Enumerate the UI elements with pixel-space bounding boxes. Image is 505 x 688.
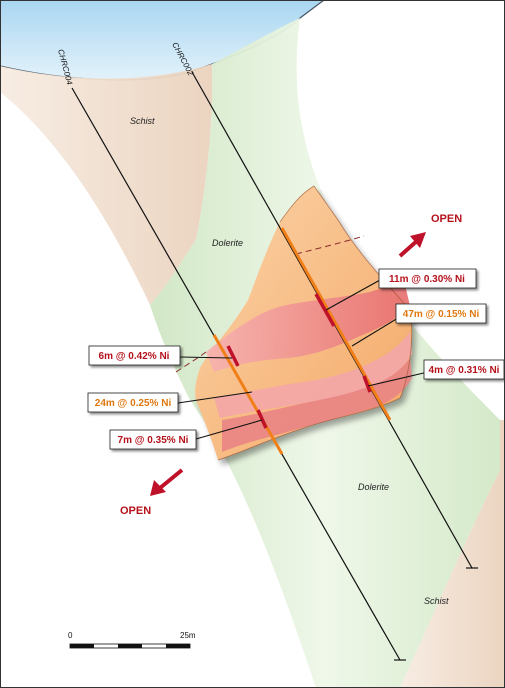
callout-text-7m: 7m @ 0.35% Ni — [118, 435, 189, 446]
callout-text-24m: 24m @ 0.25% Ni — [95, 398, 172, 409]
callout-text-6m: 6m @ 0.42% Ni — [99, 351, 170, 362]
callout-7m — [109, 429, 197, 450]
callout-text-47m: 47m @ 0.15% Ni — [403, 309, 480, 320]
callout-text-11m: 11m @ 0.30% Ni — [389, 274, 465, 285]
intercept-segment-11m — [314, 293, 336, 327]
open-arrow-upper — [398, 232, 426, 258]
open-label-lower: OPEN — [120, 505, 151, 517]
scale-bar — [69, 643, 191, 649]
callout-text-4m: 4m @ 0.31% Ni — [429, 365, 500, 376]
callout-24m — [87, 392, 179, 413]
intercept-segment-4m — [362, 375, 372, 393]
callout-11m — [378, 268, 477, 289]
lode-band-lower — [222, 358, 412, 452]
leader-lines — [177, 279, 429, 440]
rock-label-dolerite-upper: Dolerite — [212, 238, 243, 248]
callout-6m — [88, 345, 181, 366]
ni-zone-segment-chrc002 — [280, 227, 392, 421]
zone-outline — [217, 185, 413, 461]
lode-band-middle — [214, 332, 412, 418]
callout-47m — [395, 303, 487, 324]
scale-start-label: 0 — [68, 631, 73, 640]
intercept-segment-6m — [226, 345, 240, 367]
open-arrow-lower — [150, 468, 184, 496]
rock-label-schist-top: Schist — [130, 116, 155, 126]
rock-label-schist-bottom: Schist — [424, 596, 449, 606]
lode-extension-dashed — [175, 235, 365, 373]
schist-upper-region — [0, 64, 213, 305]
scale-end-label: 25m — [180, 631, 196, 640]
rock-label-dolerite-lower: Dolerite — [358, 482, 389, 492]
schist-lower-region — [400, 420, 505, 688]
lode-band-upper — [206, 280, 410, 372]
intercept-segment-7m — [256, 409, 268, 429]
ni-zone-segment-chrc004 — [212, 334, 284, 455]
open-label-upper: OPEN — [431, 213, 462, 225]
